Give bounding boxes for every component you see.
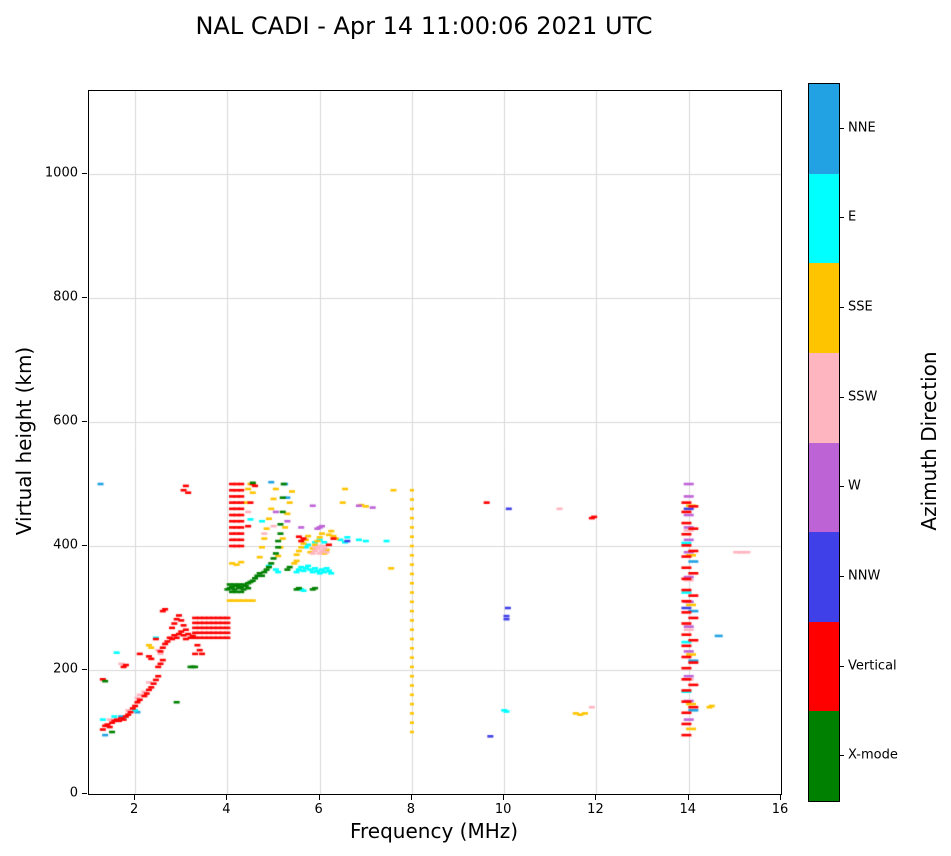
x-tickmark bbox=[134, 795, 136, 800]
x-tick-label: 8 bbox=[406, 802, 416, 817]
colorbar-band-label: E bbox=[848, 209, 857, 225]
x-tick-label: 4 bbox=[222, 802, 231, 817]
colorbar-band-label: W bbox=[848, 478, 861, 494]
y-tick-label: 1000 bbox=[44, 165, 78, 181]
colorbar-band-label: NNW bbox=[848, 568, 881, 584]
colorbar-tickmark bbox=[840, 575, 844, 577]
y-tickmark bbox=[82, 545, 87, 547]
colorbar-band-sse bbox=[809, 263, 839, 353]
y-tick-label: 200 bbox=[53, 661, 78, 677]
y-tickmark bbox=[82, 793, 87, 794]
colorbar-band-label: Vertical bbox=[848, 658, 897, 674]
colorbar-tickmark bbox=[840, 755, 844, 757]
colorbar-band-x-mode bbox=[809, 711, 839, 801]
colorbar-tickmark bbox=[840, 127, 844, 129]
y-tick-label: 0 bbox=[69, 785, 78, 801]
x-tick-label: 12 bbox=[587, 802, 604, 817]
x-tick-label: 16 bbox=[771, 802, 789, 817]
colorbar-band-label: NNE bbox=[848, 120, 876, 136]
x-tick-label: 6 bbox=[314, 802, 323, 817]
x-tick-label: 2 bbox=[129, 802, 139, 817]
colorbar-band-e bbox=[809, 173, 839, 264]
x-axis-label: Frequency (MHz) bbox=[349, 819, 519, 843]
y-tickmark bbox=[82, 669, 87, 670]
y-tick-label: 800 bbox=[53, 289, 78, 305]
x-tickmark bbox=[503, 795, 505, 800]
colorbar-band-nne bbox=[809, 84, 839, 174]
y-tick-label: 600 bbox=[53, 413, 78, 429]
chart-title: NAL CADI - Apr 14 11:00:06 2021 UTC bbox=[195, 12, 653, 40]
colorbar-band-label: SSW bbox=[848, 389, 878, 405]
x-tickmark bbox=[780, 795, 781, 800]
colorbar-band-ssw bbox=[809, 352, 839, 443]
y-axis-label: Virtual height (km) bbox=[12, 346, 36, 536]
colorbar-band-w bbox=[809, 442, 839, 533]
plot-area bbox=[88, 90, 782, 795]
colorbar-band-vertical bbox=[809, 621, 839, 712]
x-tickmark bbox=[226, 795, 228, 800]
colorbar-tickmark bbox=[840, 307, 844, 309]
x-tickmark bbox=[410, 795, 412, 800]
colorbar-band-nnw bbox=[809, 532, 839, 622]
ionogram-canvas bbox=[89, 91, 781, 794]
colorbar-tickmark bbox=[840, 217, 844, 219]
colorbar-tickmark bbox=[840, 486, 844, 488]
colorbar-tickmark bbox=[840, 396, 844, 398]
colorbar-tickmark bbox=[840, 665, 844, 667]
colorbar-band-label: SSE bbox=[848, 299, 873, 315]
colorbar-band-label: X-mode bbox=[848, 747, 898, 763]
x-tickmark bbox=[687, 795, 689, 800]
x-tickmark bbox=[595, 795, 597, 800]
y-tickmark bbox=[82, 173, 87, 175]
y-tickmark bbox=[82, 297, 87, 299]
x-tick-label: 10 bbox=[494, 802, 512, 817]
colorbar-title: Azimuth Direction bbox=[917, 351, 941, 531]
x-tickmark bbox=[318, 795, 320, 800]
x-tick-label: 14 bbox=[679, 802, 696, 817]
y-tick-label: 400 bbox=[53, 537, 78, 553]
azimuth-colorbar bbox=[808, 83, 840, 802]
y-tickmark bbox=[82, 421, 87, 423]
